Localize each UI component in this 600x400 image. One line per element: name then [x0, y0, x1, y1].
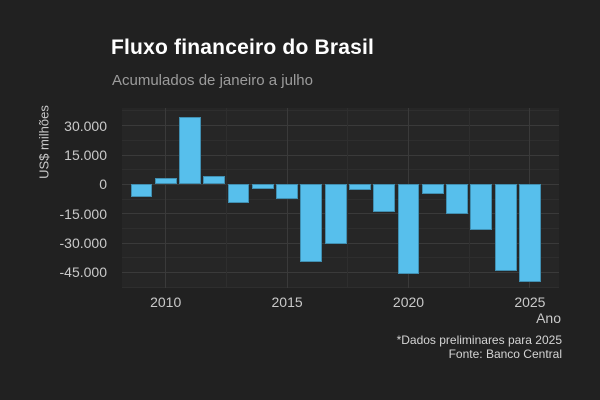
gridline-y-minor	[122, 110, 559, 112]
x-tick-label-2020: 2020	[392, 294, 425, 310]
y-tick-label-0: 0	[99, 176, 107, 193]
gridline-x-minor	[347, 108, 349, 288]
y-tick-label--30000: -30.000	[59, 235, 107, 251]
caption-line-2: Fonte: Banco Central	[448, 347, 562, 361]
chart-title: Fluxo financeiro do Brasil	[111, 36, 375, 59]
bar-2015	[276, 184, 299, 199]
bar-2023	[470, 184, 493, 230]
bar-2009	[130, 184, 153, 197]
bar-2025	[518, 184, 541, 283]
bar-2010	[154, 177, 177, 185]
gridline-y-major	[122, 125, 559, 127]
gridline-y-minor	[122, 286, 559, 288]
gridline-x-minor	[468, 108, 470, 288]
bar-2016	[300, 184, 323, 262]
gridline-y-major	[122, 154, 559, 156]
x-tick-label-2010: 2010	[150, 294, 182, 310]
gridline-x-major	[165, 108, 167, 288]
y-tick-label--45000: -45.000	[59, 264, 107, 281]
chart-subtitle: Acumulados de janeiro a julho	[112, 72, 313, 89]
gridline-x-minor	[225, 108, 227, 288]
bar-2013	[227, 184, 250, 203]
y-tick-label-15000: 15.000	[64, 147, 107, 163]
gridline-y-minor	[122, 169, 559, 171]
bar-2011	[179, 116, 201, 185]
bar-2018	[349, 184, 371, 191]
bar-2021	[421, 184, 444, 195]
bar-2019	[373, 184, 396, 213]
bar-2020	[397, 184, 420, 274]
bar-2022	[446, 184, 468, 214]
bar-2014	[251, 184, 274, 190]
caption-line-1: *Dados preliminares para 2025	[396, 333, 562, 347]
x-axis-title: Ano	[536, 310, 561, 326]
bar-2024	[494, 184, 517, 272]
y-tick-label-30000: 30.000	[64, 117, 107, 134]
bar-2017	[324, 184, 347, 244]
bar-2012	[203, 175, 226, 185]
gridline-y-minor	[122, 139, 559, 141]
gridline-y-major	[122, 271, 559, 273]
x-tick-label-2015: 2015	[271, 294, 303, 310]
y-tick-label--15000: -15.000	[59, 205, 107, 222]
y-axis-title: US$ milhões	[36, 105, 52, 179]
x-tick-label-2025: 2025	[514, 294, 546, 310]
gridline-y-minor	[122, 257, 559, 259]
